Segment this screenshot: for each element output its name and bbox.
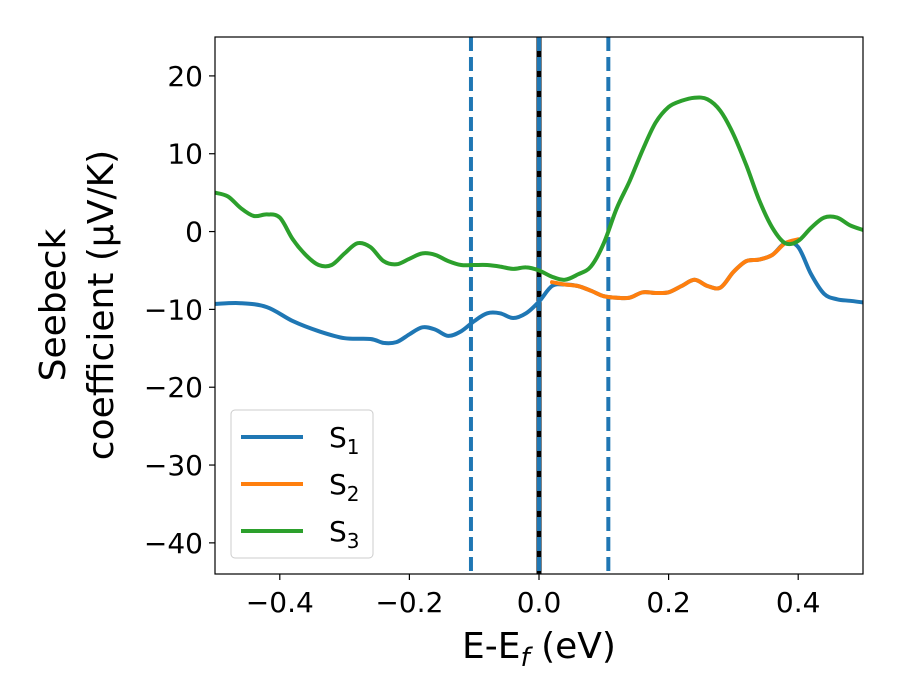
x-tick-label: −0.4 — [246, 586, 314, 619]
x-tick-label: −0.2 — [375, 586, 443, 619]
legend: S1 S2 S3 — [230, 409, 374, 559]
legend-label-s3: S3 — [329, 515, 360, 553]
legend-label-s1: S1 — [329, 421, 360, 459]
y-axis-title-line1: Seebeck — [33, 228, 74, 381]
y-tick-label: 20 — [167, 60, 203, 93]
y-axis: 20 10 0 −10 −20 −30 −40 — [144, 60, 215, 560]
x-tick-label: 0.2 — [646, 586, 691, 619]
series-line-s2 — [550, 237, 801, 301]
reference-lines — [468, 37, 611, 574]
x-tick-label: 0.0 — [517, 586, 562, 619]
x-tick-label: 0.4 — [776, 586, 821, 619]
x-axis: −0.4 −0.2 0.0 0.2 0.4 — [246, 574, 821, 619]
y-tick-label: −40 — [144, 527, 203, 560]
series-layer — [215, 95, 863, 346]
y-tick-label: 0 — [185, 216, 203, 249]
y-axis-title-line2: coefficient (μV/K) — [81, 150, 122, 460]
series-line-s3 — [215, 95, 863, 282]
y-tick-label: −20 — [144, 371, 203, 404]
y-tick-label: −10 — [144, 293, 203, 326]
y-tick-label: 10 — [167, 138, 203, 171]
x-axis-title: E-Ef (eV) — [462, 626, 616, 673]
y-tick-label: −30 — [144, 449, 203, 482]
legend-label-s2: S2 — [329, 468, 360, 506]
y-axis-title: Seebeck coefficient (μV/K) — [33, 150, 122, 460]
